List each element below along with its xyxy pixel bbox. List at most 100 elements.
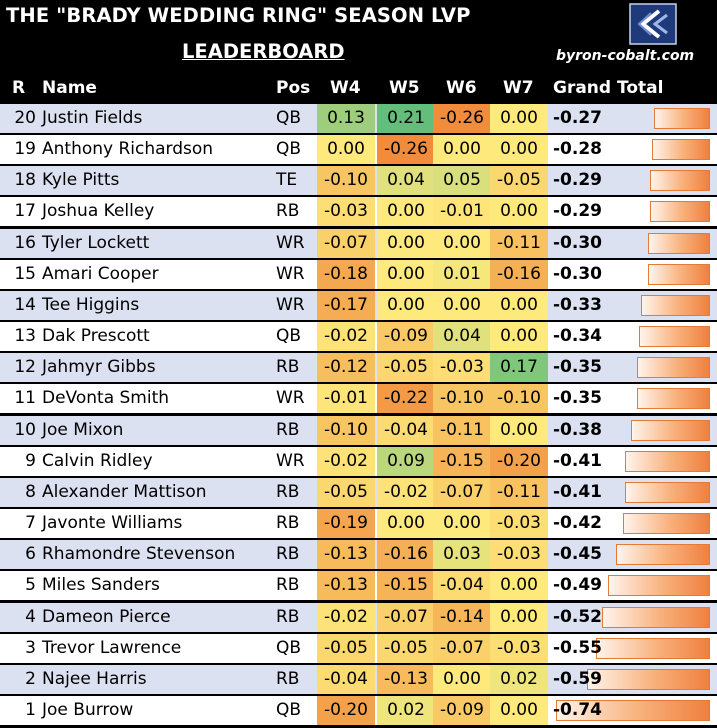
week5-value-cell: -0.05 [377, 353, 435, 383]
grand-total-bar [624, 450, 710, 472]
week6-value-cell: 0.01 [433, 259, 491, 289]
rank-cell: 3 [25, 637, 36, 658]
position-cell: WR [276, 232, 305, 253]
week6-value-cell: 0.00 [433, 290, 491, 320]
grand-total-value: -0.49 [553, 575, 602, 596]
player-name-cell: Najee Harris [42, 668, 147, 689]
grand-total-cell: -0.45 [553, 540, 713, 569]
grand-total-value: -0.27 [553, 108, 602, 128]
week6-value-cell: 0.05 [433, 166, 491, 196]
grand-total-bar [587, 668, 710, 690]
col-header-grand-total: Grand Total [553, 78, 664, 98]
table-row: 1 Joe Burrow QB -0.20 0.02 -0.09 0.00 -0.74 [0, 695, 717, 725]
week5-value-cell: -0.13 [377, 664, 435, 694]
week4-value-cell: -0.17 [317, 290, 375, 320]
table-row: 2 Najee Harris RB -0.04 -0.13 0.00 0.02 -0.59 [0, 664, 717, 694]
bc-monogram-logo-icon [629, 3, 677, 45]
grand-total-value: -0.33 [553, 294, 602, 315]
grand-total-bar [608, 575, 710, 597]
week5-value-cell: -0.04 [377, 415, 435, 445]
player-name-cell: Tee Higgins [42, 294, 140, 315]
position-cell: WR [276, 450, 305, 471]
grand-total-value: -0.28 [553, 139, 602, 160]
grand-total-value: -0.55 [553, 637, 602, 658]
week5-value-cell: -0.16 [377, 540, 435, 570]
grand-total-bar [653, 108, 710, 129]
week5-value-cell: -0.26 [377, 135, 435, 165]
position-cell: WR [276, 388, 305, 409]
position-cell: RB [276, 668, 300, 689]
week6-value-cell: -0.09 [433, 695, 491, 725]
sheet-subtitle: LEADERBOARD [182, 40, 345, 63]
week6-value-cell: -0.11 [433, 415, 491, 445]
col-header-w6: W6 [446, 78, 477, 98]
table-row: 5 Miles Sanders RB -0.13 -0.15 -0.04 0.00 -0.49 [0, 571, 717, 601]
week7-value-cell: -0.03 [490, 633, 548, 663]
week7-value-cell: -0.03 [490, 540, 548, 570]
week7-value-cell: 0.00 [490, 602, 548, 632]
week5-value-cell: 0.09 [377, 446, 435, 476]
grand-total-cell: -0.41 [553, 447, 713, 476]
grand-total-cell: -0.59 [553, 665, 713, 694]
grand-total-value: -0.59 [553, 668, 602, 689]
grand-total-value: -0.29 [553, 201, 602, 222]
player-name-cell: Trevor Lawrence [42, 637, 182, 658]
grand-total-bar [616, 544, 710, 566]
grand-total-cell: -0.34 [553, 322, 713, 351]
rank-cell: 13 [14, 326, 36, 347]
site-url: byron-cobalt.com [556, 48, 695, 64]
week5-value-cell: 0.21 [377, 104, 435, 133]
week7-value-cell: -0.11 [490, 228, 548, 258]
table-row: 9 Calvin Ridley WR -0.02 0.09 -0.15 -0.20 -0.41 [0, 446, 717, 476]
player-name-cell: Alexander Mattison [42, 481, 207, 502]
player-name-cell: Dameon Pierce [42, 606, 171, 627]
week5-value-cell: 0.00 [377, 259, 435, 289]
player-name-cell: Joshua Kelley [42, 201, 155, 222]
grand-total-bar [641, 294, 710, 316]
grand-total-cell: -0.30 [553, 229, 713, 258]
week4-value-cell: -0.02 [317, 602, 375, 632]
rank-cell: 6 [25, 544, 36, 565]
col-header-rank: R [12, 78, 26, 98]
week7-value-cell: 0.00 [490, 415, 548, 445]
week5-value-cell: 0.00 [377, 228, 435, 258]
rank-cell: 18 [14, 170, 36, 191]
week4-value-cell: -0.07 [317, 228, 375, 258]
grand-total-value: -0.42 [553, 513, 602, 534]
week4-value-cell: -0.04 [317, 664, 375, 694]
week4-value-cell: -0.02 [317, 322, 375, 352]
rank-cell: 14 [14, 294, 36, 315]
rank-cell: 16 [14, 232, 36, 253]
grand-total-cell: -0.27 [553, 104, 713, 133]
position-cell: QB [276, 699, 302, 720]
sheet-title: THE "BRADY WEDDING RING" SEASON LVP [6, 4, 471, 27]
grand-total-cell: -0.35 [553, 353, 713, 382]
week7-value-cell: -0.03 [490, 509, 548, 539]
grand-total-value: -0.74 [553, 699, 602, 720]
grand-total-cell: -0.42 [553, 509, 713, 538]
week6-value-cell: 0.00 [433, 135, 491, 165]
week6-value-cell: 0.00 [433, 228, 491, 258]
grand-total-bar [624, 481, 710, 503]
col-header-w5: W5 [389, 78, 420, 98]
week4-value-cell: -0.10 [317, 166, 375, 196]
week7-value-cell: 0.00 [490, 290, 548, 320]
player-name-cell: DeVonta Smith [42, 388, 170, 409]
position-cell: RB [276, 357, 300, 378]
table-row: 10 Joe Mixon RB -0.10 -0.04 -0.11 0.00 -0.38 [0, 415, 717, 445]
week7-value-cell: 0.00 [490, 104, 548, 133]
week4-value-cell: -0.20 [317, 695, 375, 725]
week4-value-cell: -0.13 [317, 540, 375, 570]
grand-total-cell: -0.74 [553, 696, 713, 725]
grand-total-cell: -0.55 [553, 634, 713, 663]
week6-value-cell: -0.26 [433, 104, 491, 133]
week7-value-cell: 0.00 [490, 695, 548, 725]
grand-total-value: -0.38 [553, 419, 602, 440]
grand-total-cell: -0.33 [553, 291, 713, 320]
grand-total-cell: -0.41 [553, 478, 713, 507]
week7-value-cell: 0.00 [490, 322, 548, 352]
player-name-cell: Calvin Ridley [42, 450, 153, 471]
week4-value-cell: -0.10 [317, 415, 375, 445]
grand-total-value: -0.41 [553, 450, 602, 471]
week6-value-cell: -0.07 [433, 477, 491, 507]
